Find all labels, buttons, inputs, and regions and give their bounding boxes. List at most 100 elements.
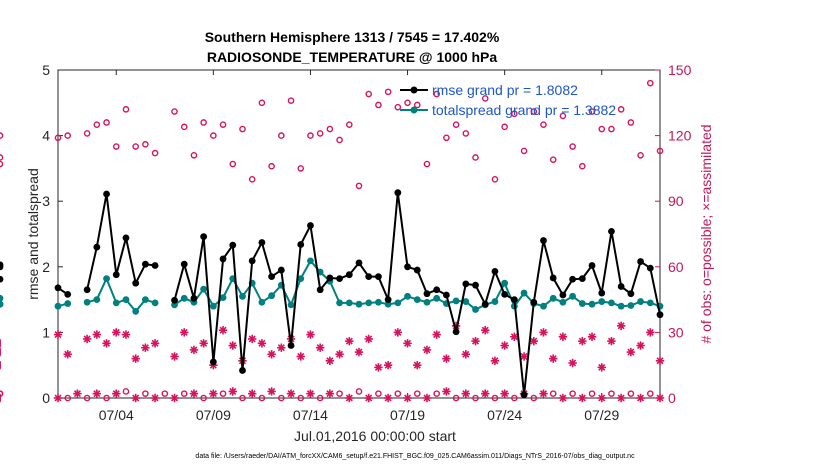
obs-assimilated-point xyxy=(315,343,325,352)
obs-possible-point xyxy=(151,149,159,157)
x-tick-label: 07/14 xyxy=(293,407,328,423)
rmse-point xyxy=(355,259,363,267)
rmse-point xyxy=(297,241,305,248)
rmse-point xyxy=(540,237,547,244)
obs-assimilated-point xyxy=(432,330,441,339)
obs-zero-assimilated-point xyxy=(345,393,354,403)
rmse-point xyxy=(472,281,479,289)
obs-zero-assimilated-point xyxy=(364,393,373,403)
obs-possible-point xyxy=(297,165,305,172)
totalspread-point xyxy=(64,300,72,307)
totalspread-point xyxy=(297,275,305,283)
obs-possible-point xyxy=(559,112,567,120)
obs-possible-point xyxy=(336,136,343,144)
rmse-point xyxy=(598,289,606,297)
obs-possible-point xyxy=(83,130,91,137)
totalspread-point xyxy=(287,301,295,309)
obs-assimilated-point xyxy=(247,334,257,344)
obs-possible-point xyxy=(656,147,664,155)
rmse-point xyxy=(375,273,382,281)
obs-assimilated-point xyxy=(413,361,422,370)
obs-possible-point xyxy=(112,143,120,150)
obs-zero-possible-point xyxy=(472,394,479,402)
totalspread-point xyxy=(54,302,62,310)
totalspread-point xyxy=(608,299,615,307)
obs-assimilated-point xyxy=(500,341,509,350)
totalspread-point xyxy=(646,299,654,307)
rmse-point xyxy=(433,286,441,294)
legend-totalspread-label: totalspread grand pr = 1.3882 xyxy=(432,102,616,118)
obs-possible-point xyxy=(210,132,217,139)
totalspread-point xyxy=(180,294,188,302)
rmse-point xyxy=(559,291,567,299)
obs-assimilated-point xyxy=(568,358,577,368)
obs-assimilated-point xyxy=(607,336,616,346)
obs-possible-point xyxy=(0,154,4,161)
totalspread-point xyxy=(141,296,149,303)
obs-assimilated-point xyxy=(529,336,538,346)
obs-assimilated-point xyxy=(218,326,228,335)
rmse-point xyxy=(209,358,217,366)
rmse-point xyxy=(54,284,62,292)
rmse-point xyxy=(132,279,140,287)
obs-possible-point xyxy=(355,182,363,190)
obs-assimilated-point xyxy=(102,339,111,348)
obs-zero-possible-point xyxy=(549,390,557,397)
totalspread-point xyxy=(355,300,363,308)
totalspread-point xyxy=(365,299,373,307)
obs-possible-point xyxy=(549,156,557,163)
obs-assimilated-point xyxy=(257,339,267,348)
obs-zero-assimilated-point xyxy=(616,393,626,403)
totalspread-point xyxy=(112,299,120,307)
obs-possible-point xyxy=(501,123,508,131)
rmse-point xyxy=(549,274,557,282)
obs-possible-point xyxy=(345,121,353,128)
rmse-point xyxy=(229,241,237,249)
y-tick-label: 3 xyxy=(42,193,50,209)
obs-assimilated-point xyxy=(471,336,480,346)
totalspread-point xyxy=(540,302,547,310)
obs-possible-point xyxy=(491,176,499,183)
obs-assimilated-point xyxy=(374,363,383,372)
rmse-point xyxy=(258,239,266,246)
obs-assimilated-point xyxy=(345,336,354,346)
rmse-point xyxy=(413,266,421,274)
obs-assimilated-point xyxy=(578,336,587,346)
totalspread-point xyxy=(93,296,101,303)
obs-possible-point xyxy=(423,160,431,168)
obs-possible-point xyxy=(287,97,295,104)
obs-possible-point xyxy=(394,103,402,111)
obs-possible-point xyxy=(646,79,654,87)
y-axis-label: rmse and totalspread xyxy=(25,168,41,300)
y-right-tick-label: 90 xyxy=(668,193,684,209)
rmse-point xyxy=(171,296,178,304)
obs-zero-possible-point xyxy=(316,394,324,402)
obs-possible-point xyxy=(132,143,139,150)
totalspread-point xyxy=(452,297,460,305)
totalspread-point xyxy=(578,300,586,307)
obs-zero-possible-point xyxy=(64,394,72,402)
obs-assimilated-point xyxy=(548,354,558,363)
obs-zero-assimilated-point xyxy=(170,393,179,403)
totalspread-point xyxy=(394,299,402,307)
obs-zero-assimilated-point xyxy=(383,393,393,403)
axis-layer: 0 1 2 3 4 5 0 30 60 90 120 150 07/04 07/09 07/14 07/19 0… xyxy=(42,62,691,423)
rmse-point xyxy=(103,190,110,198)
obs-zero-possible-point xyxy=(122,388,130,395)
legend: rmse grand pr = 1.8082 totalspread grand… xyxy=(400,82,616,118)
rmse-point xyxy=(588,262,596,269)
obs-assimilated-point xyxy=(150,339,160,348)
obs-possible-point xyxy=(200,119,207,126)
obs-possible-point xyxy=(190,151,198,159)
obs-zero-possible-point xyxy=(258,394,266,402)
obs-possible-point xyxy=(462,130,470,137)
y-right-tick-label: 30 xyxy=(668,324,684,340)
rmse-point xyxy=(112,271,120,279)
obs-possible-point xyxy=(569,143,576,150)
obs-assimilated-point xyxy=(170,352,179,361)
obs-zero-possible-point xyxy=(608,390,615,397)
obs-zero-possible-point xyxy=(180,390,188,397)
obs-assimilated-point xyxy=(131,354,140,363)
totalspread-point xyxy=(588,300,596,308)
